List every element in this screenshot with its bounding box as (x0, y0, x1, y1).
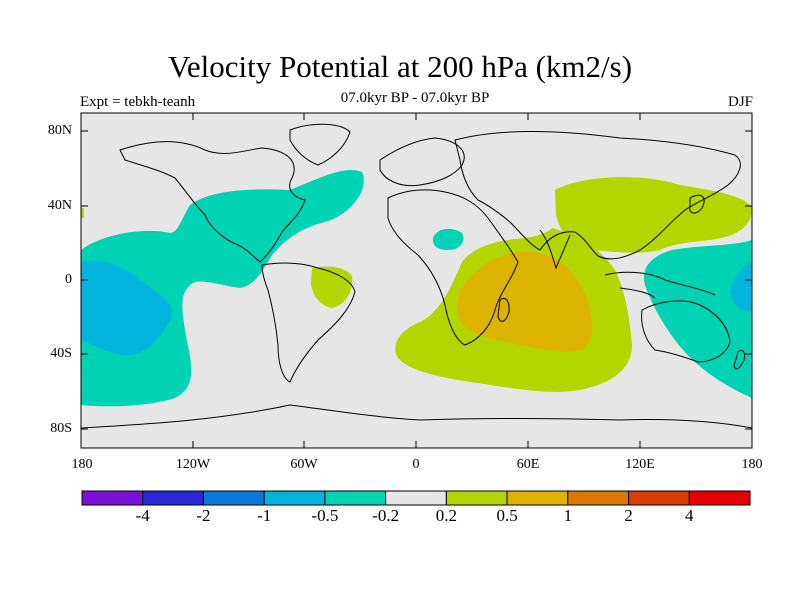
colorbar-label: -0.5 (311, 506, 339, 525)
coastline-australia (641, 300, 731, 363)
lon-tick-60e: 60E (516, 457, 540, 472)
lon-tick-180w: 180 (71, 457, 93, 472)
colorbar-swatch (324, 490, 387, 506)
colorbar-swatch (263, 490, 326, 506)
colorbar-swatch (506, 490, 569, 506)
colorbar-label: -0.2 (372, 506, 400, 525)
coastline-africa (387, 189, 519, 346)
coastline-south-america (261, 262, 356, 383)
lat-tick-80n: 80N (47, 123, 72, 138)
colorbar-swatch (567, 490, 630, 506)
season-label: DJF (727, 94, 753, 110)
coastline-maritime-continent (604, 271, 716, 299)
lat-tick-40s: 40S (50, 346, 72, 361)
chart-subtitle: 07.0kyr BP - 07.0kyr BP (340, 90, 490, 106)
lat-tick-0: 0 (65, 272, 72, 287)
lon-tick-180e: 180 (741, 457, 763, 472)
lon-tick-120e: 120E (625, 457, 655, 472)
colorbar-swatch (385, 490, 447, 506)
chart-title: Velocity Potential at 200 hPa (km2/s) (167, 49, 633, 84)
colorbar-label: 0.2 (435, 506, 457, 525)
coastline-north-america (119, 141, 306, 263)
contour-negative-central-pacific-core (81, 260, 172, 356)
coastline-antarctica (81, 404, 752, 429)
coastline-new-zealand (733, 349, 745, 370)
colorbar-label: 2 (624, 506, 633, 525)
colorbar-swatch (628, 490, 690, 506)
colorbar-label: 1 (563, 506, 573, 525)
coastline-greenland (289, 123, 351, 166)
colorbar-label: -1 (257, 506, 272, 525)
contour-negative-atlantic-sliver (81, 208, 84, 218)
contour-negative-east-pacific (81, 170, 364, 407)
coastline-madagascar (497, 298, 510, 322)
coastline-india (539, 229, 571, 270)
colorbar-label: -4 (135, 506, 150, 525)
lon-tick-60w: 60W (290, 457, 318, 472)
coastlines (81, 123, 752, 429)
lat-tick-80s: 80S (50, 421, 72, 436)
colorbar-label: 0.5 (496, 506, 518, 525)
contour-negative-west-pacific-core (730, 262, 752, 312)
colorbar-swatch (81, 490, 144, 506)
coastline-europe (379, 137, 465, 187)
coastline-japan (689, 194, 705, 214)
axis-ticks (81, 113, 752, 448)
contour-positive-indian-ocean-core (457, 251, 593, 352)
colorbar-label: -2 (196, 506, 211, 525)
lon-tick-0: 0 (412, 457, 420, 472)
lat-tick-40n: 40N (47, 198, 72, 213)
experiment-label: Expt = tebkh-teanh (80, 94, 196, 110)
colorbar-swatch (445, 490, 508, 506)
contour-negative-west-pacific (644, 240, 752, 398)
colorbar-swatch (688, 490, 751, 506)
lon-tick-120w: 120W (175, 457, 211, 472)
colorbar-swatch (142, 490, 204, 506)
colorbar (81, 490, 751, 506)
colorbar-swatch (202, 490, 265, 506)
coastline-asia (454, 131, 741, 260)
contour-negative-north-africa-blob (432, 228, 464, 250)
colorbar-label: 4 (685, 506, 694, 525)
contour-positive-asia (555, 177, 752, 253)
